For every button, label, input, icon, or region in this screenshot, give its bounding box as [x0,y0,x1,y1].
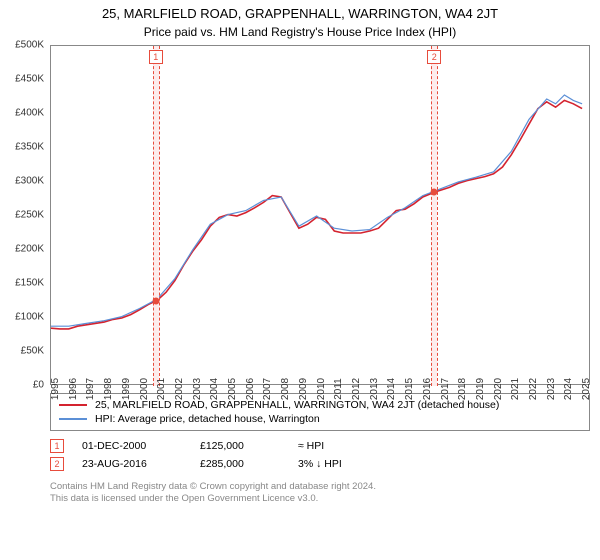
x-tick-label: 1997 [85,378,96,400]
chart-subtitle: Price paid vs. HM Land Registry's House … [0,21,600,45]
sales-delta: ≈ HPI [298,440,378,452]
x-tick-label: 2012 [351,378,362,400]
sales-date: 01-DEC-2000 [82,440,182,452]
y-tick-label: £250K [15,210,44,221]
sales-delta: 3% ↓ HPI [298,458,378,470]
chart-container: 25, MARLFIELD ROAD, GRAPPENHALL, WARRING… [0,0,600,560]
sale-dash [159,46,160,386]
series-line-property [51,100,582,329]
x-tick-label: 2017 [440,378,451,400]
y-tick-label: £500K [15,40,44,51]
y-tick-label: £350K [15,142,44,153]
y-tick-label: £200K [15,244,44,255]
x-tick-label: 2016 [422,378,433,400]
x-tick-label: 2014 [386,378,397,400]
legend-label: 25, MARLFIELD ROAD, GRAPPENHALL, WARRING… [95,399,499,411]
y-tick-label: £150K [15,278,44,289]
x-tick-label: 2025 [581,378,592,400]
y-tick-label: £0 [33,380,44,391]
x-tick-label: 2021 [510,378,521,400]
legend-swatch [59,404,87,406]
x-tick-label: 2006 [245,378,256,400]
y-tick-label: £100K [15,312,44,323]
sale-point [152,298,159,305]
x-tick-label: 2015 [404,378,415,400]
plot-region: 12 [50,45,590,385]
x-tick-label: 2018 [457,378,468,400]
sales-price: £125,000 [200,440,280,452]
sale-dash [437,46,438,386]
sales-marker: 1 [50,439,64,453]
x-tick-label: 2013 [369,378,380,400]
series-line-hpi [51,95,582,326]
y-tick-label: £400K [15,108,44,119]
x-tick-label: 2010 [316,378,327,400]
x-tick-label: 2003 [192,378,203,400]
sale-point [431,189,438,196]
x-tick-label: 1995 [50,378,61,400]
x-tick-label: 1996 [68,378,79,400]
x-tick-label: 2019 [475,378,486,400]
x-tick-label: 2011 [333,378,344,400]
legend-swatch [59,418,87,420]
y-tick-label: £50K [21,346,44,357]
sales-row: 1 01-DEC-2000 £125,000 ≈ HPI [50,437,590,455]
x-tick-label: 1998 [103,378,114,400]
chart-area: 12 £0£50K£100K£150K£200K£250K£300K£350K£… [50,45,590,385]
x-tick-label: 2004 [209,378,220,400]
x-tick-label: 2000 [139,378,150,400]
sales-marker: 2 [50,457,64,471]
x-tick-label: 2023 [546,378,557,400]
x-tick-label: 2020 [493,378,504,400]
x-tick-label: 1999 [121,378,132,400]
sale-marker-box: 1 [149,50,163,64]
x-tick-label: 2002 [174,378,185,400]
x-tick-label: 2024 [563,378,574,400]
sale-marker-box: 2 [427,50,441,64]
footer-line-1: Contains HM Land Registry data © Crown c… [50,481,590,493]
footer-line-2: This data is licensed under the Open Gov… [50,493,590,505]
sales-date: 23-AUG-2016 [82,458,182,470]
x-tick-label: 2009 [298,378,309,400]
x-tick-label: 2008 [280,378,291,400]
footer-attribution: Contains HM Land Registry data © Crown c… [50,481,590,506]
sale-dash [431,46,432,386]
y-tick-label: £450K [15,74,44,85]
sales-price: £285,000 [200,458,280,470]
sales-table: 1 01-DEC-2000 £125,000 ≈ HPI 2 23-AUG-2016 £28… [50,437,590,473]
legend-label: HPI: Average price, detached house, Warr… [95,413,320,425]
plot-svg [51,46,591,386]
x-tick-label: 2022 [528,378,539,400]
chart-title: 25, MARLFIELD ROAD, GRAPPENHALL, WARRING… [0,0,600,21]
sale-dash [153,46,154,386]
sales-row: 2 23-AUG-2016 £285,000 3% ↓ HPI [50,455,590,473]
x-tick-label: 2007 [262,378,273,400]
x-tick-label: 2001 [156,378,167,400]
legend-row: HPI: Average price, detached house, Warr… [59,412,581,426]
y-tick-label: £300K [15,176,44,187]
x-tick-label: 2005 [227,378,238,400]
